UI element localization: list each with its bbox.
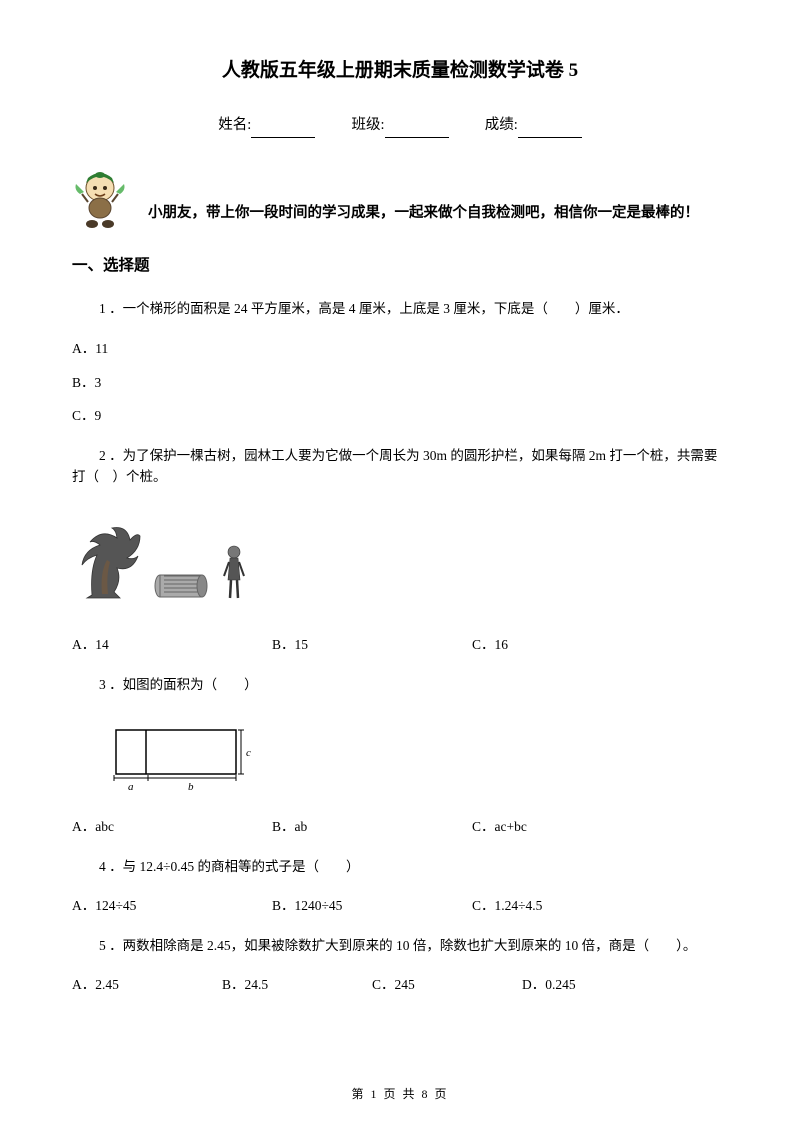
name-blank[interactable] (251, 122, 315, 138)
footer-suffix: 页 (430, 1087, 449, 1101)
q3-label-a: a (128, 781, 134, 793)
q1-option-c: C．9 (72, 405, 728, 427)
class-blank[interactable] (385, 122, 449, 138)
q2-options: A．14 B．15 C．16 (72, 634, 728, 656)
q5-options: A．2.45 B．24.5 C．245 D．0.245 (72, 974, 728, 996)
q4-option-c: C．1.24÷4.5 (472, 895, 672, 917)
class-label: 班级: (351, 117, 384, 133)
question-1: 1 ．一个梯形的面积是 24 平方厘米，高是 4 厘米，上底是 3 厘米，下底是… (72, 298, 728, 320)
encouragement-text: 小朋友，带上你一段时间的学习成果，一起来做个自我检测吧，相信你一定是最棒的！ (148, 202, 699, 229)
page-footer: 第 1 页 共 8 页 (0, 1085, 800, 1104)
section-1-heading: 一、选择题 (72, 254, 728, 279)
q4-options: A．124÷45 B．1240÷45 C．1.24÷4.5 (72, 895, 728, 917)
score-blank[interactable] (518, 122, 582, 138)
q2-option-c: C．16 (472, 634, 672, 656)
q4-option-b: B．1240÷45 (272, 895, 472, 917)
q3-label-b: b (188, 781, 194, 793)
question-2: 2 ．为了保护一棵古树，园林工人要为它做一个周长为 30m 的圆形护栏，如果每隔… (72, 445, 728, 488)
question-4: 4 ．与 12.4÷0.45 的商相等的式子是（ ） (72, 856, 728, 878)
footer-total: 8 (422, 1087, 430, 1101)
page-title: 人教版五年级上册期末质量检测数学试卷 5 (72, 56, 728, 86)
q3-label-c: c (246, 747, 251, 759)
q2-illustration (72, 510, 272, 610)
mascot-icon (72, 166, 128, 230)
question-3: 3 ．如图的面积为（ ） (72, 674, 728, 696)
mascot-row: 小朋友，带上你一段时间的学习成果，一起来做个自我检测吧，相信你一定是最棒的！ (72, 166, 728, 230)
footer-prefix: 第 (351, 1087, 370, 1101)
student-info-line: 姓名: 班级: 成绩: (72, 114, 728, 137)
q1-option-a: A．11 (72, 338, 728, 360)
name-label: 姓名: (218, 117, 251, 133)
q3-option-c: C．ac+bc (472, 816, 672, 838)
q5-option-b: B．24.5 (222, 974, 372, 996)
q5-option-c: C．245 (372, 974, 522, 996)
q4-option-a: A．124÷45 (72, 895, 272, 917)
score-label: 成绩: (485, 117, 518, 133)
q1-option-b: B．3 (72, 372, 728, 394)
q2-option-a: A．14 (72, 634, 272, 656)
question-5: 5 ．两数相除商是 2.45，如果被除数扩大到原来的 10 倍，除数也扩大到原来… (72, 935, 728, 957)
q3-options: A．abc B．ab C．ac+bc (72, 816, 728, 838)
q3-option-b: B．ab (272, 816, 472, 838)
q5-option-a: A．2.45 (72, 974, 222, 996)
footer-mid: 页 共 (378, 1087, 421, 1101)
q3-illustration: a b c (108, 722, 258, 794)
q2-option-b: B．15 (272, 634, 472, 656)
q5-option-d: D．0.245 (522, 974, 672, 996)
q3-option-a: A．abc (72, 816, 272, 838)
